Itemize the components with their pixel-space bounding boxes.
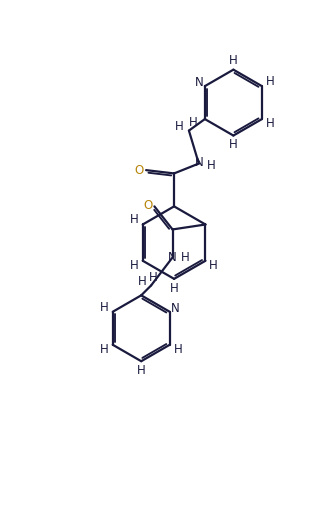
Text: H: H (181, 251, 189, 264)
Text: N: N (195, 76, 204, 89)
Text: H: H (137, 275, 146, 288)
Text: H: H (209, 259, 218, 272)
Text: H: H (266, 75, 274, 88)
Text: H: H (149, 271, 158, 284)
Text: H: H (175, 120, 184, 133)
Text: H: H (100, 300, 109, 314)
Text: H: H (170, 282, 179, 294)
Text: H: H (266, 117, 274, 130)
Text: N: N (194, 157, 203, 169)
Text: H: H (130, 259, 139, 272)
Text: N: N (171, 302, 180, 315)
Text: O: O (143, 199, 152, 212)
Text: H: H (130, 214, 139, 226)
Text: H: H (229, 54, 238, 67)
Text: H: H (229, 138, 238, 152)
Text: O: O (135, 164, 144, 177)
Text: H: H (137, 364, 146, 377)
Text: H: H (174, 343, 182, 356)
Text: H: H (100, 343, 109, 356)
Text: N: N (168, 251, 177, 264)
Text: H: H (207, 159, 216, 172)
Text: H: H (189, 116, 197, 129)
